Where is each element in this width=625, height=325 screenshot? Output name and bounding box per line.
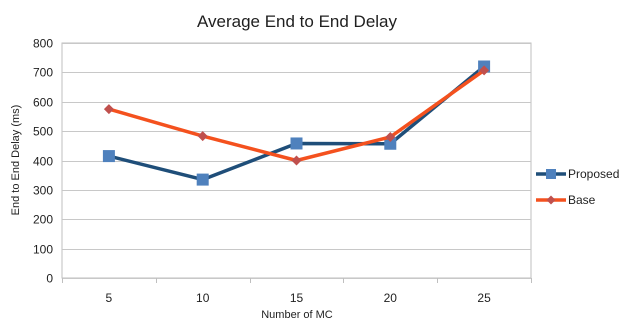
legend-label: Proposed [568,167,619,181]
legend-item-proposed: Proposed [536,167,619,181]
data-point-base [385,132,396,142]
y-tick-label: 300 [33,184,53,198]
legend-item-base: Base [536,193,596,207]
y-axis-title: End to End Delay (ms) [10,105,22,216]
data-point-base [197,131,208,142]
chart-title: Average End to End Delay [197,12,398,31]
x-tick-label: 5 [106,291,113,305]
data-point-base [291,155,302,166]
x-tick-label: 25 [477,291,491,305]
y-tick-label: 0 [46,272,53,286]
y-tick-label: 700 [33,66,53,80]
axes: 0 100 200 300 400 500 600 700 800 5 10 15 20 25 [33,37,532,305]
y-tick-label: 600 [33,96,53,110]
legend-label: Base [568,193,596,207]
y-tick-label: 400 [33,155,53,169]
x-axis-title: Number of MC [261,309,333,321]
y-tick-label: 500 [33,125,53,139]
data-point-proposed [102,150,115,163]
series-group [102,60,491,186]
x-tick-label: 10 [196,291,210,305]
data-point-proposed [196,173,209,186]
legend: Proposed Base [536,167,619,207]
data-point-base [103,104,114,115]
series-base [103,65,490,166]
x-tick-label: 15 [290,291,304,305]
gridlines [61,42,532,279]
legend-marker [546,195,556,205]
data-point-base [479,65,490,76]
legend-marker [546,169,556,179]
data-point-proposed [384,137,397,150]
y-tick-label: 100 [33,243,53,257]
x-tick-label: 20 [384,291,398,305]
y-tick-label: 800 [33,37,53,51]
series-proposed [102,60,491,186]
y-tick-label: 200 [33,213,53,227]
data-point-proposed [290,137,303,150]
